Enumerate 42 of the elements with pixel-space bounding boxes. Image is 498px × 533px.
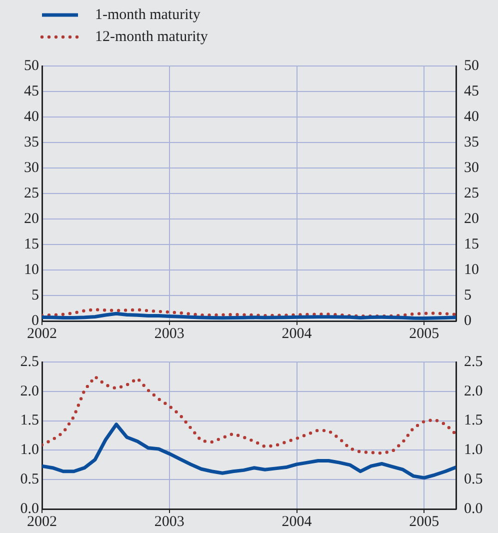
x-tick-label: 2003 <box>154 326 184 342</box>
y-tick-label: 0.5 <box>20 472 39 488</box>
y-tick-label: 30 <box>24 160 39 176</box>
x-tick-label: 2003 <box>154 514 184 530</box>
x-tick-label: 2005 <box>409 326 440 342</box>
y-tick-label: 2.0 <box>20 383 39 400</box>
y-tick-label: 50 <box>24 58 39 74</box>
y-tick-label: 1.0 <box>20 442 39 458</box>
y2-tick-label: 15 <box>464 236 479 252</box>
legend-label: 12-month maturity <box>95 28 208 45</box>
y-tick-label: 35 <box>24 134 39 150</box>
y2-tick-label: 25 <box>464 185 479 202</box>
y-tick-label: 20 <box>24 210 39 227</box>
y-tick-label: 1.5 <box>20 412 39 429</box>
y2-tick-label: 35 <box>464 134 479 150</box>
y-tick-label: 25 <box>24 185 39 202</box>
y2-tick-label: 5 <box>464 287 472 304</box>
y2-tick-label: 0 <box>464 312 472 329</box>
y2-tick-label: 2.5 <box>464 354 483 370</box>
x-tick-label: 2005 <box>409 514 440 530</box>
y2-tick-label: 45 <box>464 83 479 100</box>
line-series <box>42 308 456 318</box>
y2-tick-label: 0.5 <box>464 472 483 488</box>
y-tick-label: 15 <box>24 236 39 252</box>
y2-tick-label: 40 <box>464 108 479 125</box>
y2-tick-label: 0.0 <box>464 500 483 517</box>
line-series <box>42 375 456 455</box>
legend-label: 1-month maturity <box>95 6 201 23</box>
y-tick-label: 10 <box>24 262 39 278</box>
x-tick-label: 2004 <box>282 326 312 342</box>
y2-tick-label: 2.0 <box>464 383 483 400</box>
y2-tick-label: 1.5 <box>464 412 483 429</box>
y2-tick-label: 1.0 <box>464 442 483 458</box>
y-tick-label: 2.5 <box>20 354 39 370</box>
y2-tick-label: 20 <box>464 210 479 227</box>
y2-tick-label: 30 <box>464 160 479 176</box>
y2-tick-label: 50 <box>464 58 479 74</box>
y-tick-label: 40 <box>24 108 39 125</box>
y2-tick-label: 10 <box>464 262 479 278</box>
x-tick-label: 2004 <box>282 514 312 530</box>
y-tick-label: 5 <box>32 287 39 304</box>
y-tick-label: 45 <box>24 83 39 100</box>
